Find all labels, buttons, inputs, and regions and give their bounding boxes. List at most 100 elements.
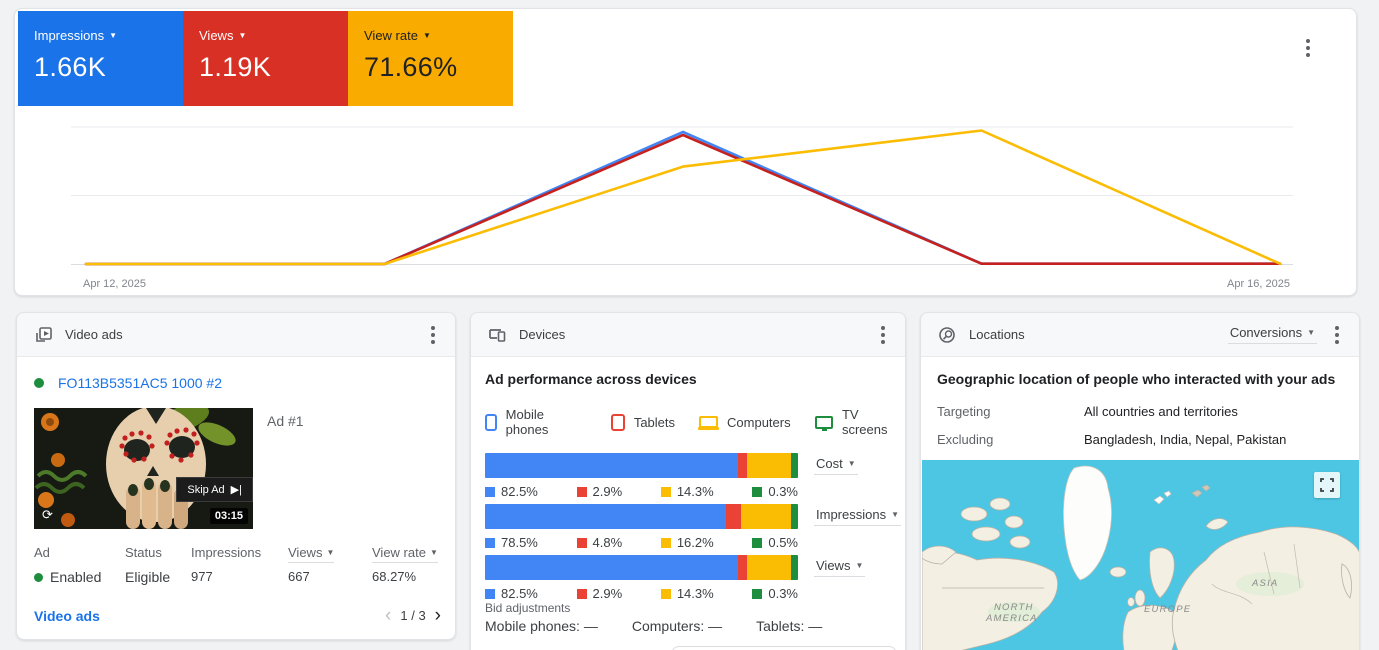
kebab-menu-icon[interactable] bbox=[1300, 33, 1316, 63]
impressions-bar-block: 78.5% 4.8% 16.2% 0.5% bbox=[485, 504, 798, 550]
excluding-value: Bangladesh, India, Nepal, Pakistan bbox=[1084, 432, 1287, 447]
impressions-stacked-bar[interactable] bbox=[485, 504, 798, 529]
kebab-menu-icon[interactable] bbox=[875, 320, 891, 350]
map-label-asia: ASIA bbox=[1251, 578, 1278, 589]
ad-status-cell: Enabled bbox=[34, 569, 101, 585]
set-bid-adjustments-button-partial[interactable] bbox=[671, 646, 897, 650]
devices-icon bbox=[489, 328, 506, 342]
locations-globe-search-icon bbox=[939, 326, 955, 343]
devices-card: Devices Ad performance across devices Mo… bbox=[470, 312, 906, 650]
video-ads-card-header: Video ads bbox=[17, 313, 455, 357]
fullscreen-icon[interactable] bbox=[1314, 472, 1340, 498]
prev-page-icon[interactable]: ‹ bbox=[385, 605, 392, 626]
excluding-row: Excluding Bangladesh, India, Nepal, Pakis… bbox=[937, 432, 1286, 447]
chevron-down-icon: ▼ bbox=[1307, 327, 1315, 337]
x-axis-start-label: Apr 12, 2025 bbox=[83, 278, 146, 290]
impressions-bar-labels: 78.5% 4.8% 16.2% 0.5% bbox=[485, 535, 798, 550]
chevron-down-icon: ▼ bbox=[109, 30, 117, 40]
col-header-views[interactable]: Views ▼ bbox=[288, 545, 335, 563]
legend-mobile-phones: Mobile phones bbox=[485, 407, 587, 437]
replay-icon: ⟳ bbox=[42, 507, 53, 522]
views-cell: 667 bbox=[288, 569, 310, 584]
campaign-row: FO113B5351AC5 1000 #2 bbox=[34, 375, 222, 391]
performance-overview-card: Impressions ▼ 1.66K Views ▼ 1.19K View rat… bbox=[14, 8, 1357, 296]
bid-adjustments-label: Bid adjustments bbox=[485, 601, 571, 615]
tab-views[interactable]: Views ▼ 1.19K bbox=[183, 11, 348, 106]
laptop-icon bbox=[698, 416, 720, 430]
legend-tablets: Tablets bbox=[610, 413, 675, 431]
world-map[interactable]: NORTH AMERICA EUROPE ASIA bbox=[921, 460, 1359, 650]
views-metric-dropdown[interactable]: Views ▼ bbox=[814, 558, 866, 577]
video-ads-icon bbox=[36, 326, 52, 342]
skip-ad-overlay: Skip Ad ▶| bbox=[176, 477, 253, 502]
skip-ad-icon: ▶| bbox=[230, 484, 242, 496]
targeting-value: All countries and territories bbox=[1084, 404, 1238, 419]
tab-label: Impressions bbox=[34, 28, 105, 43]
devices-legend: Mobile phones Tablets Computers TV scree… bbox=[485, 407, 905, 437]
col-header-view-rate[interactable]: View rate ▼ bbox=[372, 545, 438, 563]
col-header-ad: Ad bbox=[34, 545, 50, 560]
tv-icon bbox=[814, 415, 833, 431]
kebab-menu-icon[interactable] bbox=[425, 320, 441, 350]
ad-number-label: Ad #1 bbox=[267, 413, 304, 429]
metric-tabs: Impressions ▼ 1.66K Views ▼ 1.19K View rat… bbox=[18, 11, 513, 106]
tab-label: View rate bbox=[364, 28, 418, 43]
chevron-down-icon: ▼ bbox=[238, 30, 247, 40]
legend-tv-screens: TV screens bbox=[814, 407, 905, 437]
pagination: ‹ 1 / 3 › bbox=[385, 606, 441, 625]
video-ads-card: Video ads FO113B5351AC5 1000 #2 bbox=[16, 312, 456, 640]
bid-adjustments-row: Mobile phones: — Computers: — Tablets: — bbox=[485, 618, 822, 634]
views-stacked-bar[interactable] bbox=[485, 555, 798, 580]
devices-subtitle: Ad performance across devices bbox=[485, 371, 697, 387]
x-axis-end-label: Apr 16, 2025 bbox=[1227, 278, 1290, 290]
map-label-europe: EUROPE bbox=[1144, 604, 1191, 615]
sort-arrow-icon: ▼ bbox=[429, 547, 438, 557]
targeting-row: Targeting All countries and territories bbox=[937, 404, 1238, 419]
world-map-art: NORTH AMERICA EUROPE ASIA bbox=[921, 460, 1359, 650]
locations-card: Locations Conversions ▼ Geographic locati… bbox=[920, 312, 1360, 650]
tab-view-rate[interactable]: View rate ▼ 71.66% bbox=[348, 11, 513, 106]
kebab-menu-icon[interactable] bbox=[1329, 320, 1345, 350]
views-line bbox=[84, 133, 1282, 266]
map-label-america: AMERICA bbox=[985, 613, 1038, 624]
card-title: Locations bbox=[969, 327, 1025, 342]
cost-bar-labels: 82.5% 2.9% 14.3% 0.3% bbox=[485, 484, 798, 499]
views-bar-labels: 82.5% 2.9% 14.3% 0.3% bbox=[485, 586, 798, 601]
tab-value: 1.19K bbox=[199, 52, 272, 82]
view-rate-cell: 68.27% bbox=[372, 569, 417, 584]
view-rate-line bbox=[84, 129, 1282, 266]
cost-stacked-bar[interactable] bbox=[485, 453, 798, 478]
conversions-dropdown[interactable]: Conversions ▼ bbox=[1227, 325, 1317, 344]
locations-subtitle: Geographic location of people who intera… bbox=[937, 371, 1336, 387]
tablet-icon bbox=[610, 413, 625, 431]
chevron-down-icon: ▼ bbox=[891, 509, 899, 519]
chevron-down-icon: ▼ bbox=[847, 458, 856, 468]
cost-metric-dropdown[interactable]: Cost ▼ bbox=[814, 456, 858, 475]
bid-mobile: Mobile phones: — bbox=[485, 618, 598, 634]
cost-bar-block: 82.5% 2.9% 14.3% 0.3% bbox=[485, 453, 798, 499]
enabled-dot-icon bbox=[34, 572, 43, 582]
bid-computers: Computers: — bbox=[631, 618, 723, 634]
excluding-label: Excluding bbox=[937, 432, 994, 447]
sort-arrow-icon: ▼ bbox=[326, 547, 335, 557]
tab-value: 71.66% bbox=[364, 52, 458, 82]
views-bar-block: 82.5% 2.9% 14.3% 0.3% bbox=[485, 555, 798, 601]
campaign-link[interactable]: FO113B5351AC5 1000 #2 bbox=[58, 375, 222, 391]
trend-line-chart[interactable] bbox=[71, 126, 1293, 268]
legend-computers: Computers bbox=[698, 415, 791, 430]
tab-impressions[interactable]: Impressions ▼ 1.66K bbox=[18, 11, 183, 106]
col-header-impressions: Impressions bbox=[191, 545, 262, 560]
video-ads-link[interactable]: Video ads bbox=[34, 607, 100, 624]
next-page-icon[interactable]: › bbox=[434, 605, 441, 626]
status-cell: Eligible bbox=[125, 569, 171, 585]
video-thumbnail[interactable]: Skip Ad ▶| 03:15 ⟳ bbox=[34, 408, 253, 529]
status-dot-icon bbox=[34, 378, 44, 388]
impressions-cell: 977 bbox=[191, 569, 213, 584]
chevron-down-icon: ▼ bbox=[855, 560, 864, 570]
targeting-label: Targeting bbox=[937, 404, 991, 419]
phone-icon bbox=[485, 413, 497, 431]
impressions-metric-dropdown[interactable]: Impressions ▼ bbox=[814, 507, 901, 526]
col-header-status: Status bbox=[125, 545, 162, 560]
devices-card-header: Devices bbox=[471, 313, 905, 357]
locations-card-header: Locations Conversions ▼ bbox=[921, 313, 1359, 357]
